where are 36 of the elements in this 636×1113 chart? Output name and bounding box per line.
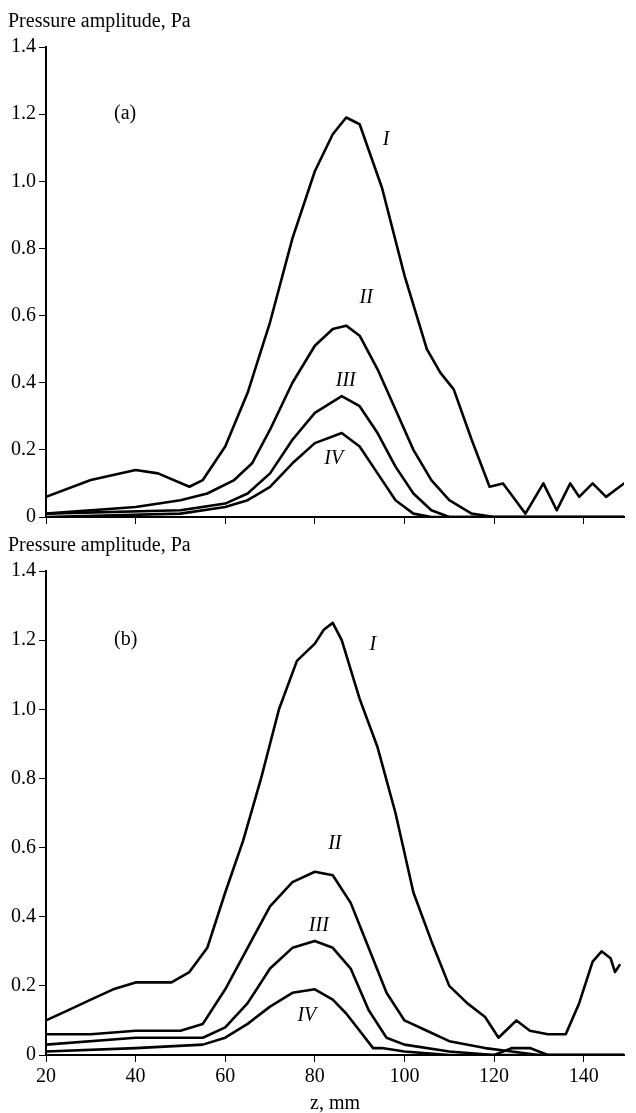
y-tick-label: 0: [26, 504, 36, 527]
y-tick-label: 0.8: [11, 235, 36, 258]
x-tick-label: 100: [389, 1064, 420, 1087]
y-tick-label: 1.4: [11, 34, 36, 57]
y-tick-label: 0.8: [11, 765, 36, 788]
y-tick-label: 1.4: [11, 558, 36, 581]
x-tick-label: 60: [215, 1064, 236, 1087]
series-label: II: [327, 831, 343, 854]
series-label: III: [334, 368, 358, 391]
series-label: IV: [296, 1002, 320, 1025]
y-tick-label: 1.2: [11, 101, 36, 124]
x-tick-label: 40: [125, 1064, 146, 1087]
y-tick-label: 0.2: [11, 437, 36, 460]
y-tick-label: 1.2: [11, 627, 36, 650]
series-label: IV: [323, 446, 346, 469]
y-tick-label: 1.0: [11, 696, 36, 719]
series-label: I: [368, 632, 378, 655]
y-tick-label: 0.2: [11, 973, 36, 996]
annotation: (b): [114, 627, 138, 651]
series-label: III: [307, 913, 331, 936]
x-tick-label: 80: [304, 1064, 325, 1087]
y-tick-label: 0.4: [11, 369, 36, 392]
y-tick-label: 0: [26, 1042, 36, 1065]
annotation: (a): [114, 101, 137, 125]
y-tick-label: 0.4: [11, 903, 36, 926]
x-tick-label: 140: [568, 1064, 599, 1087]
series-label: II: [358, 284, 375, 307]
y-tick-label: 0.6: [11, 834, 36, 857]
y-axis-title: Pressure amplitude, Pa: [8, 8, 192, 32]
y-tick-label: 0.6: [11, 302, 36, 325]
y-tick-label: 1.0: [11, 168, 36, 191]
x-tick-label: 120: [479, 1064, 510, 1087]
x-tick-label: 20: [36, 1064, 56, 1087]
series-label: I: [381, 126, 391, 149]
x-axis-title: z, mm: [310, 1091, 361, 1113]
y-axis-title: Pressure amplitude, Pa: [8, 532, 192, 556]
